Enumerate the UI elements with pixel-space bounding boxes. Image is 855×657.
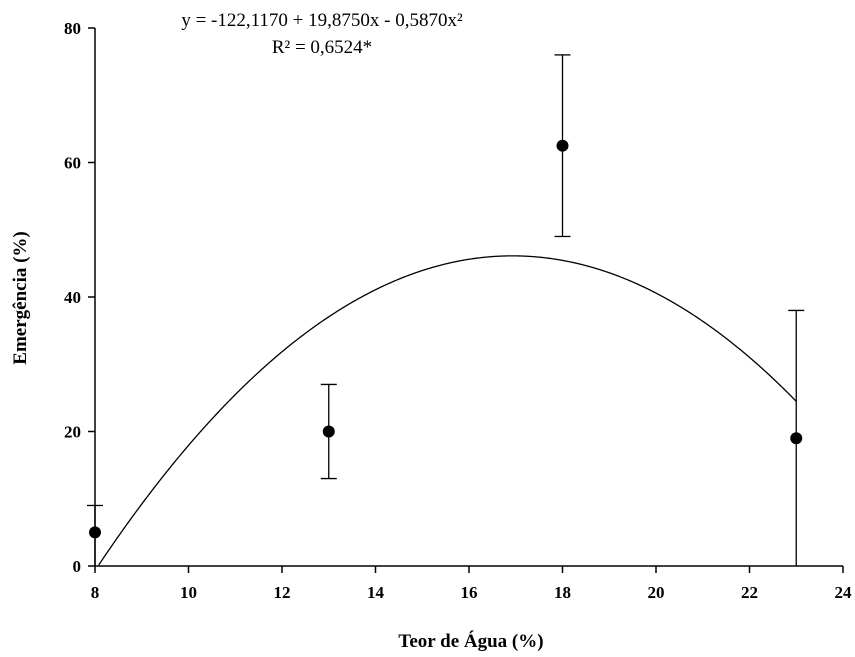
- x-tick-label: 20: [648, 583, 665, 602]
- x-tick-label: 22: [741, 583, 758, 602]
- x-tick-label: 24: [835, 583, 853, 602]
- fit-equation: y = -122,1170 + 19,8750x - 0,5870x²: [181, 10, 463, 31]
- x-tick-label: 10: [180, 583, 197, 602]
- ticks: 8 10 12 14 16 18 20 22 24 0 20 40 60 80: [64, 19, 852, 602]
- y-axis-title: Emergência (%): [10, 231, 31, 364]
- r-squared-label: R² = 0,6524*: [272, 37, 372, 58]
- data-points-layer: [87, 54, 805, 566]
- y-tick-label: 40: [64, 288, 81, 307]
- y-tick-label: 0: [73, 557, 82, 576]
- x-tick-label: 16: [461, 583, 478, 602]
- axes: [94, 28, 843, 567]
- x-tick-label: 8: [91, 583, 100, 602]
- x-tick-label: 12: [274, 583, 291, 602]
- y-tick-label: 20: [64, 423, 81, 442]
- x-axis-title: Teor de Água (%): [398, 630, 543, 652]
- y-tick-label: 80: [64, 19, 81, 38]
- y-tick-label: 60: [64, 154, 81, 173]
- data-point: [89, 526, 101, 539]
- x-tick-label: 14: [367, 583, 385, 602]
- x-tick-label: 18: [554, 583, 571, 602]
- data-point: [556, 139, 569, 152]
- fit-curve: [98, 255, 797, 566]
- data-point: [790, 432, 803, 445]
- data-point: [322, 425, 335, 438]
- fit-curve-layer: [98, 255, 797, 566]
